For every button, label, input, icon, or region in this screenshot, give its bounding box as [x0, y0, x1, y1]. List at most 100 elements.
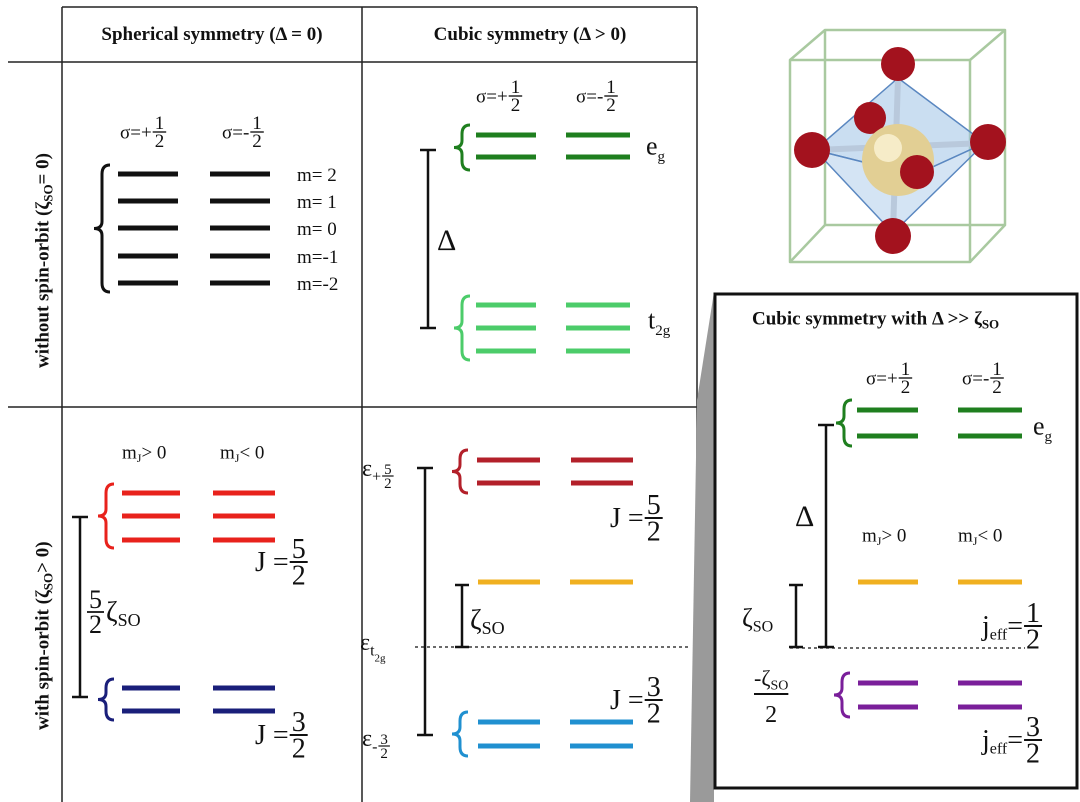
label: σ=+ — [120, 122, 152, 143]
fraction-denominator: 2 — [155, 131, 165, 152]
label: > 0) — [32, 541, 53, 572]
level-label: m= 1 — [297, 192, 337, 213]
fraction-denominator: 2 — [606, 95, 616, 116]
label: ε — [362, 456, 372, 482]
brace — [453, 123, 471, 172]
level-label: m= 2 — [297, 165, 337, 186]
brace — [835, 398, 853, 448]
fraction-denominator: 2 — [1026, 624, 1040, 655]
label: σ=+ — [476, 86, 508, 107]
brace — [97, 677, 115, 722]
fraction-numerator: 1 — [901, 359, 911, 380]
fraction-numerator: 5 — [384, 462, 392, 478]
label: t — [648, 306, 656, 335]
fraction-denominator: 2 — [901, 377, 911, 398]
ligand-atom — [900, 155, 934, 189]
fraction-denominator: 2 — [992, 377, 1002, 398]
fraction-denominator: 2 — [511, 95, 521, 116]
metal-highlight — [874, 134, 902, 162]
label: SO — [118, 610, 141, 630]
fraction-numerator: 3 — [647, 672, 661, 703]
label: σ=- — [222, 122, 249, 143]
label: m — [122, 442, 137, 463]
label: J = — [255, 720, 289, 751]
fraction-numerator: 3 — [292, 707, 306, 738]
label: > 0 — [141, 442, 166, 463]
fraction-denominator: 2 — [647, 516, 661, 547]
label: j — [981, 725, 990, 756]
fraction-numerator: 5 — [89, 585, 102, 614]
label: ε — [362, 726, 372, 752]
label: = 0) — [32, 153, 53, 184]
label: m — [862, 525, 877, 546]
label: = — [1007, 611, 1023, 642]
ligand-atom — [881, 47, 915, 81]
label: m — [220, 442, 235, 463]
delta-label: Δ — [437, 224, 456, 257]
level-label: m=-2 — [297, 274, 338, 295]
label: ζ — [470, 605, 482, 636]
label: - — [372, 738, 377, 755]
brace — [453, 294, 471, 362]
label: ζ — [742, 604, 753, 633]
label: σ=- — [576, 86, 603, 107]
fraction-denominator: 2 — [1026, 738, 1040, 769]
label: J = — [610, 503, 644, 534]
label: j — [981, 611, 990, 642]
label: ε — [360, 630, 370, 656]
label: SO — [770, 679, 788, 694]
fraction-denominator: 2 — [384, 476, 392, 492]
cube-edge — [969, 224, 1006, 263]
fraction-denominator: 2 — [292, 733, 306, 764]
inset-shadow — [690, 292, 714, 802]
label: SO — [482, 618, 505, 638]
label: e — [646, 132, 658, 161]
label: σ=+ — [866, 368, 898, 389]
fraction-numerator: 1 — [1026, 598, 1040, 629]
ligand-atom — [970, 124, 1006, 160]
ligand-atom — [854, 102, 886, 134]
fraction-denominator: 2 — [292, 560, 306, 591]
label: σ=- — [962, 368, 989, 389]
fraction-numerator: 1 — [606, 77, 616, 98]
label: = — [1007, 725, 1023, 756]
label: ζ — [106, 597, 118, 628]
ligand-atom — [794, 132, 830, 168]
fraction-numerator: 5 — [292, 534, 306, 565]
label: SO — [982, 316, 999, 331]
label: m — [958, 525, 973, 546]
cube-edge — [789, 224, 826, 263]
fraction-numerator: 5 — [647, 490, 661, 521]
label: J — [877, 534, 882, 548]
label: e — [1033, 412, 1045, 441]
brace — [451, 710, 469, 758]
fraction-numerator: 3 — [1026, 712, 1040, 743]
cube-edge — [789, 29, 826, 61]
label: t — [370, 642, 375, 659]
label: J — [973, 534, 978, 548]
row-header: without spin-orbit (ζSO = 0) — [32, 153, 55, 368]
label: < 0 — [239, 442, 264, 463]
fraction-numerator: 1 — [252, 113, 262, 134]
fraction-numerator: 1 — [511, 77, 521, 98]
label: Cubic symmetry with Δ >> ζ — [752, 308, 983, 329]
label: eff — [990, 740, 1008, 757]
label: eff — [990, 626, 1008, 643]
label: without spin-orbit (ζ — [32, 201, 53, 368]
crystal-illustration — [788, 28, 1007, 264]
label: 2g — [655, 323, 671, 339]
label: > 0 — [881, 525, 906, 546]
label: J = — [610, 685, 644, 716]
label: SO — [40, 184, 55, 201]
label: < 0 — [977, 525, 1002, 546]
label: + — [372, 468, 381, 485]
label: J — [137, 451, 142, 465]
label: g — [1045, 429, 1053, 445]
fraction-numerator: 1 — [155, 113, 165, 134]
label: with spin-orbit (ζ — [32, 589, 53, 730]
label: SO — [753, 618, 773, 635]
label: J = — [255, 547, 289, 578]
row-header: with spin-orbit (ζSO > 0) — [32, 541, 55, 730]
